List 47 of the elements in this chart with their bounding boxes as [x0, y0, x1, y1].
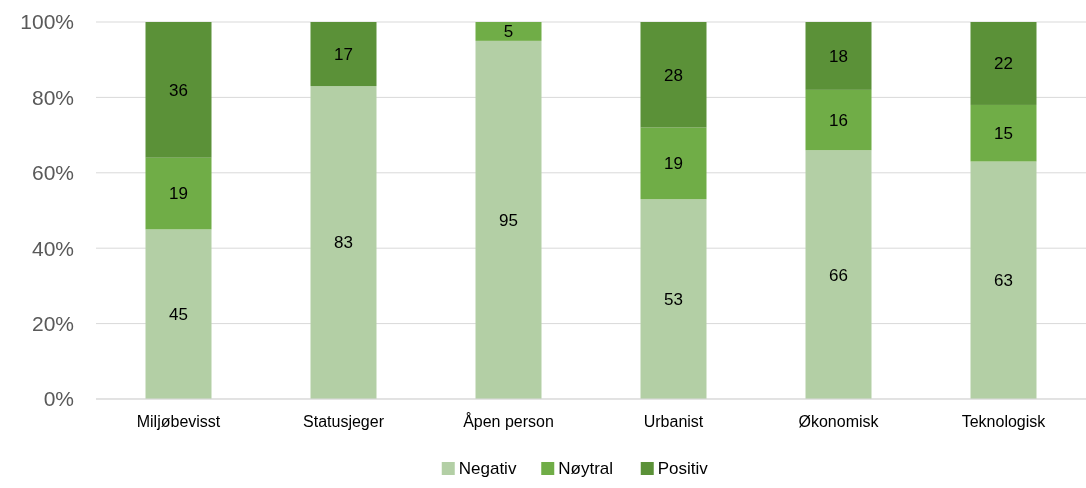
- data-label: 5: [503, 22, 514, 42]
- y-tick-label: 40%: [31, 236, 74, 260]
- data-label: 36: [169, 80, 188, 100]
- bar: [970, 104, 1037, 162]
- x-tick-label: Økonomisk: [798, 413, 880, 430]
- data-label: 28: [664, 65, 683, 85]
- y-tick-label: 100%: [20, 10, 74, 34]
- legend-label: Negativ: [458, 459, 517, 478]
- bar: [805, 22, 872, 90]
- bar: [805, 150, 872, 399]
- bar: [310, 86, 377, 399]
- bar: [145, 229, 212, 399]
- x-tick-label: Miljøbevisst: [136, 413, 221, 430]
- y-tick-label: 80%: [31, 85, 74, 109]
- data-label: 22: [994, 54, 1013, 74]
- x-tick-label: Urbanist: [643, 413, 704, 430]
- y-tick-label: 20%: [31, 311, 74, 335]
- legend-label: Nøytral: [558, 459, 614, 478]
- bar: [640, 127, 707, 200]
- bar: [805, 89, 872, 151]
- x-tick-label: Åpen person: [463, 412, 554, 430]
- x-tick-label: Teknologisk: [961, 413, 1047, 430]
- data-label: 45: [169, 305, 188, 325]
- bar: [475, 22, 542, 41]
- bar: [970, 22, 1037, 105]
- data-label: 95: [499, 210, 518, 230]
- y-tick-label: 60%: [31, 161, 74, 185]
- legend-label: Positiv: [657, 459, 709, 478]
- data-label: 66: [829, 265, 848, 285]
- bar: [145, 157, 212, 230]
- data-label: 17: [334, 44, 353, 64]
- bar: [970, 161, 1037, 399]
- data-label: 63: [994, 271, 1013, 291]
- bar: [475, 40, 542, 399]
- data-label: 19: [664, 154, 683, 174]
- bar: [640, 199, 707, 399]
- bar: [310, 22, 377, 87]
- data-label: 16: [829, 110, 848, 130]
- bar: [145, 22, 212, 158]
- bar: [640, 22, 707, 128]
- data-label: 83: [334, 233, 353, 253]
- data-label: 18: [829, 46, 848, 66]
- data-label: 53: [664, 290, 683, 310]
- y-tick-label: 0%: [43, 387, 74, 411]
- data-label: 19: [169, 184, 188, 204]
- x-tick-label: Statusjeger: [303, 413, 385, 430]
- data-label: 15: [994, 124, 1013, 144]
